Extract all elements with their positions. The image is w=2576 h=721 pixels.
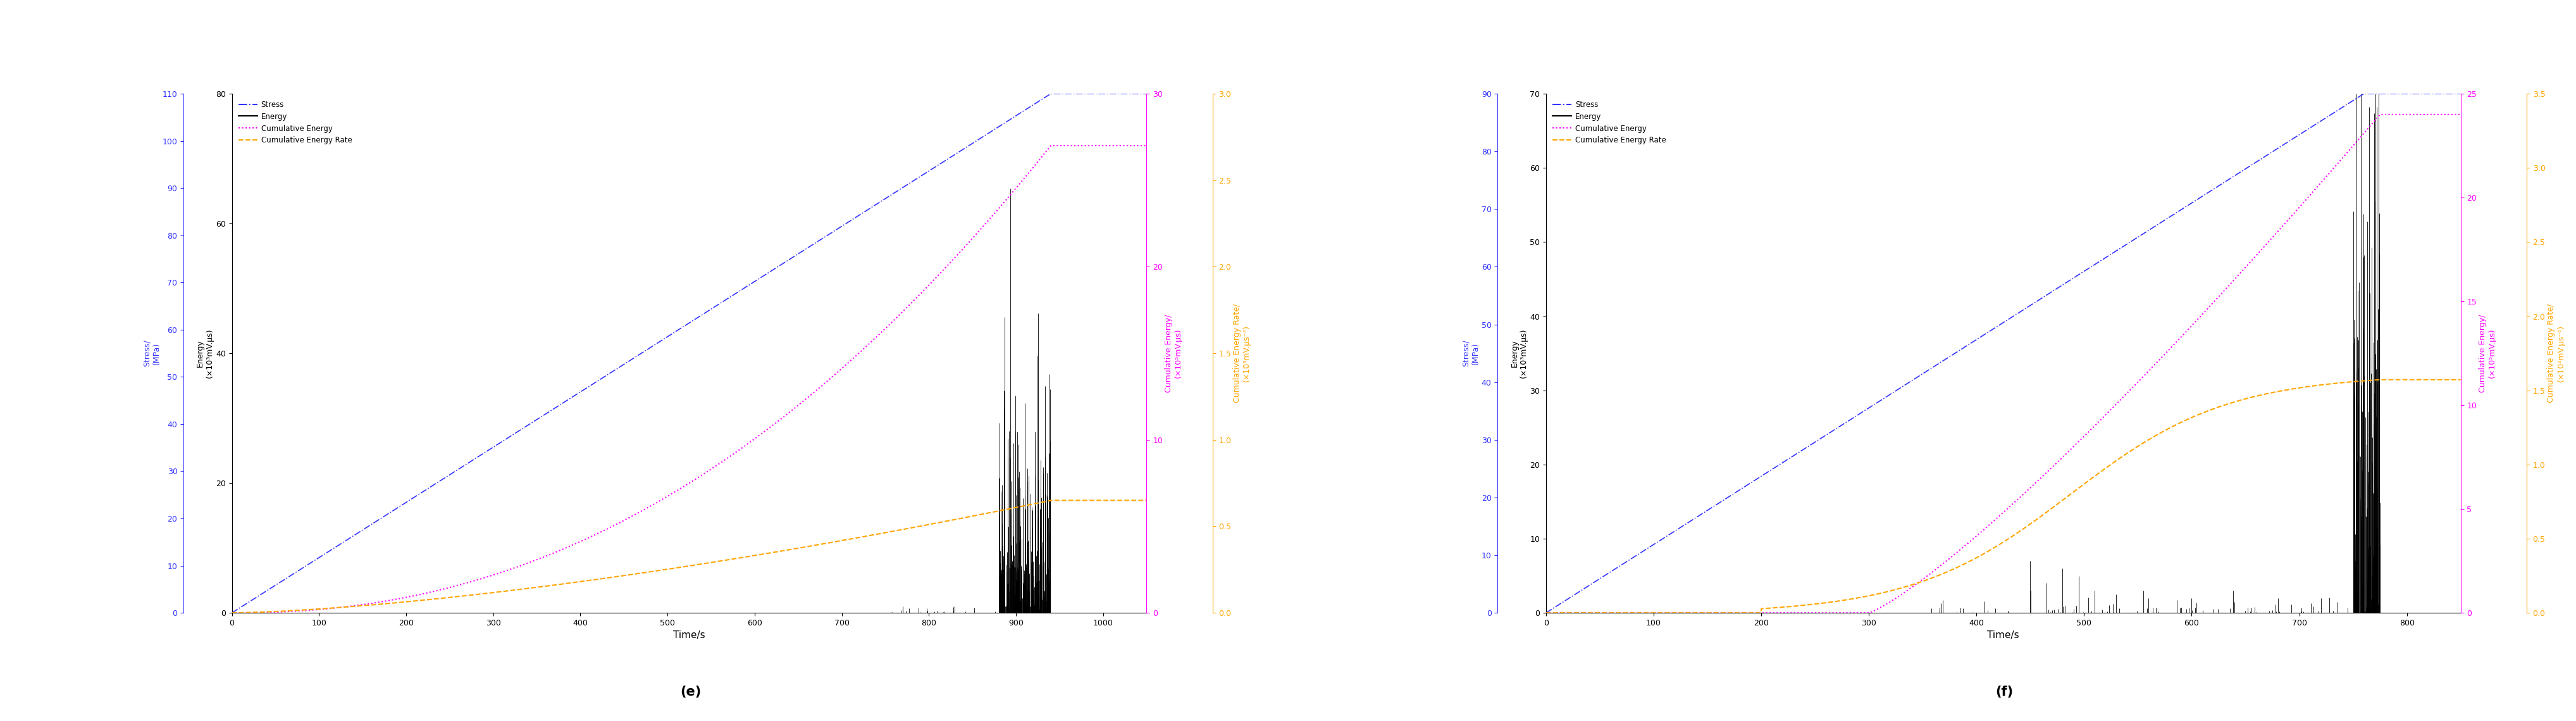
Y-axis label: Cumulative Energy/
(×10⁵mV.μs): Cumulative Energy/ (×10⁵mV.μs) <box>1164 314 1182 392</box>
Y-axis label: Cumulative Energy Rate/
(×10³mV.μs⁻⁶): Cumulative Energy Rate/ (×10³mV.μs⁻⁶) <box>1234 304 1249 403</box>
Y-axis label: Energy
(×10³mV.μs): Energy (×10³mV.μs) <box>196 329 214 378</box>
Y-axis label: Cumulative Energy/
(×10⁵mV.μs): Cumulative Energy/ (×10⁵mV.μs) <box>2478 314 2496 392</box>
Text: (e): (e) <box>680 686 701 699</box>
Y-axis label: Energy
(×10³mV.μs): Energy (×10³mV.μs) <box>1510 329 1528 378</box>
Text: (f): (f) <box>1996 686 2012 699</box>
X-axis label: Time/s: Time/s <box>1986 631 2020 640</box>
Y-axis label: Stress/
(MPa): Stress/ (MPa) <box>142 340 160 367</box>
Y-axis label: Cumulative Energy Rate/
(×10³mV.μs⁻⁶): Cumulative Energy Rate/ (×10³mV.μs⁻⁶) <box>2548 304 2563 403</box>
Y-axis label: Stress/
(MPa): Stress/ (MPa) <box>1461 340 1479 367</box>
X-axis label: Time/s: Time/s <box>672 631 706 640</box>
Legend: Stress, Energy, Cumulative Energy, Cumulative Energy Rate: Stress, Energy, Cumulative Energy, Cumul… <box>1548 97 1669 148</box>
Legend: Stress, Energy, Cumulative Energy, Cumulative Energy Rate: Stress, Energy, Cumulative Energy, Cumul… <box>234 97 355 148</box>
